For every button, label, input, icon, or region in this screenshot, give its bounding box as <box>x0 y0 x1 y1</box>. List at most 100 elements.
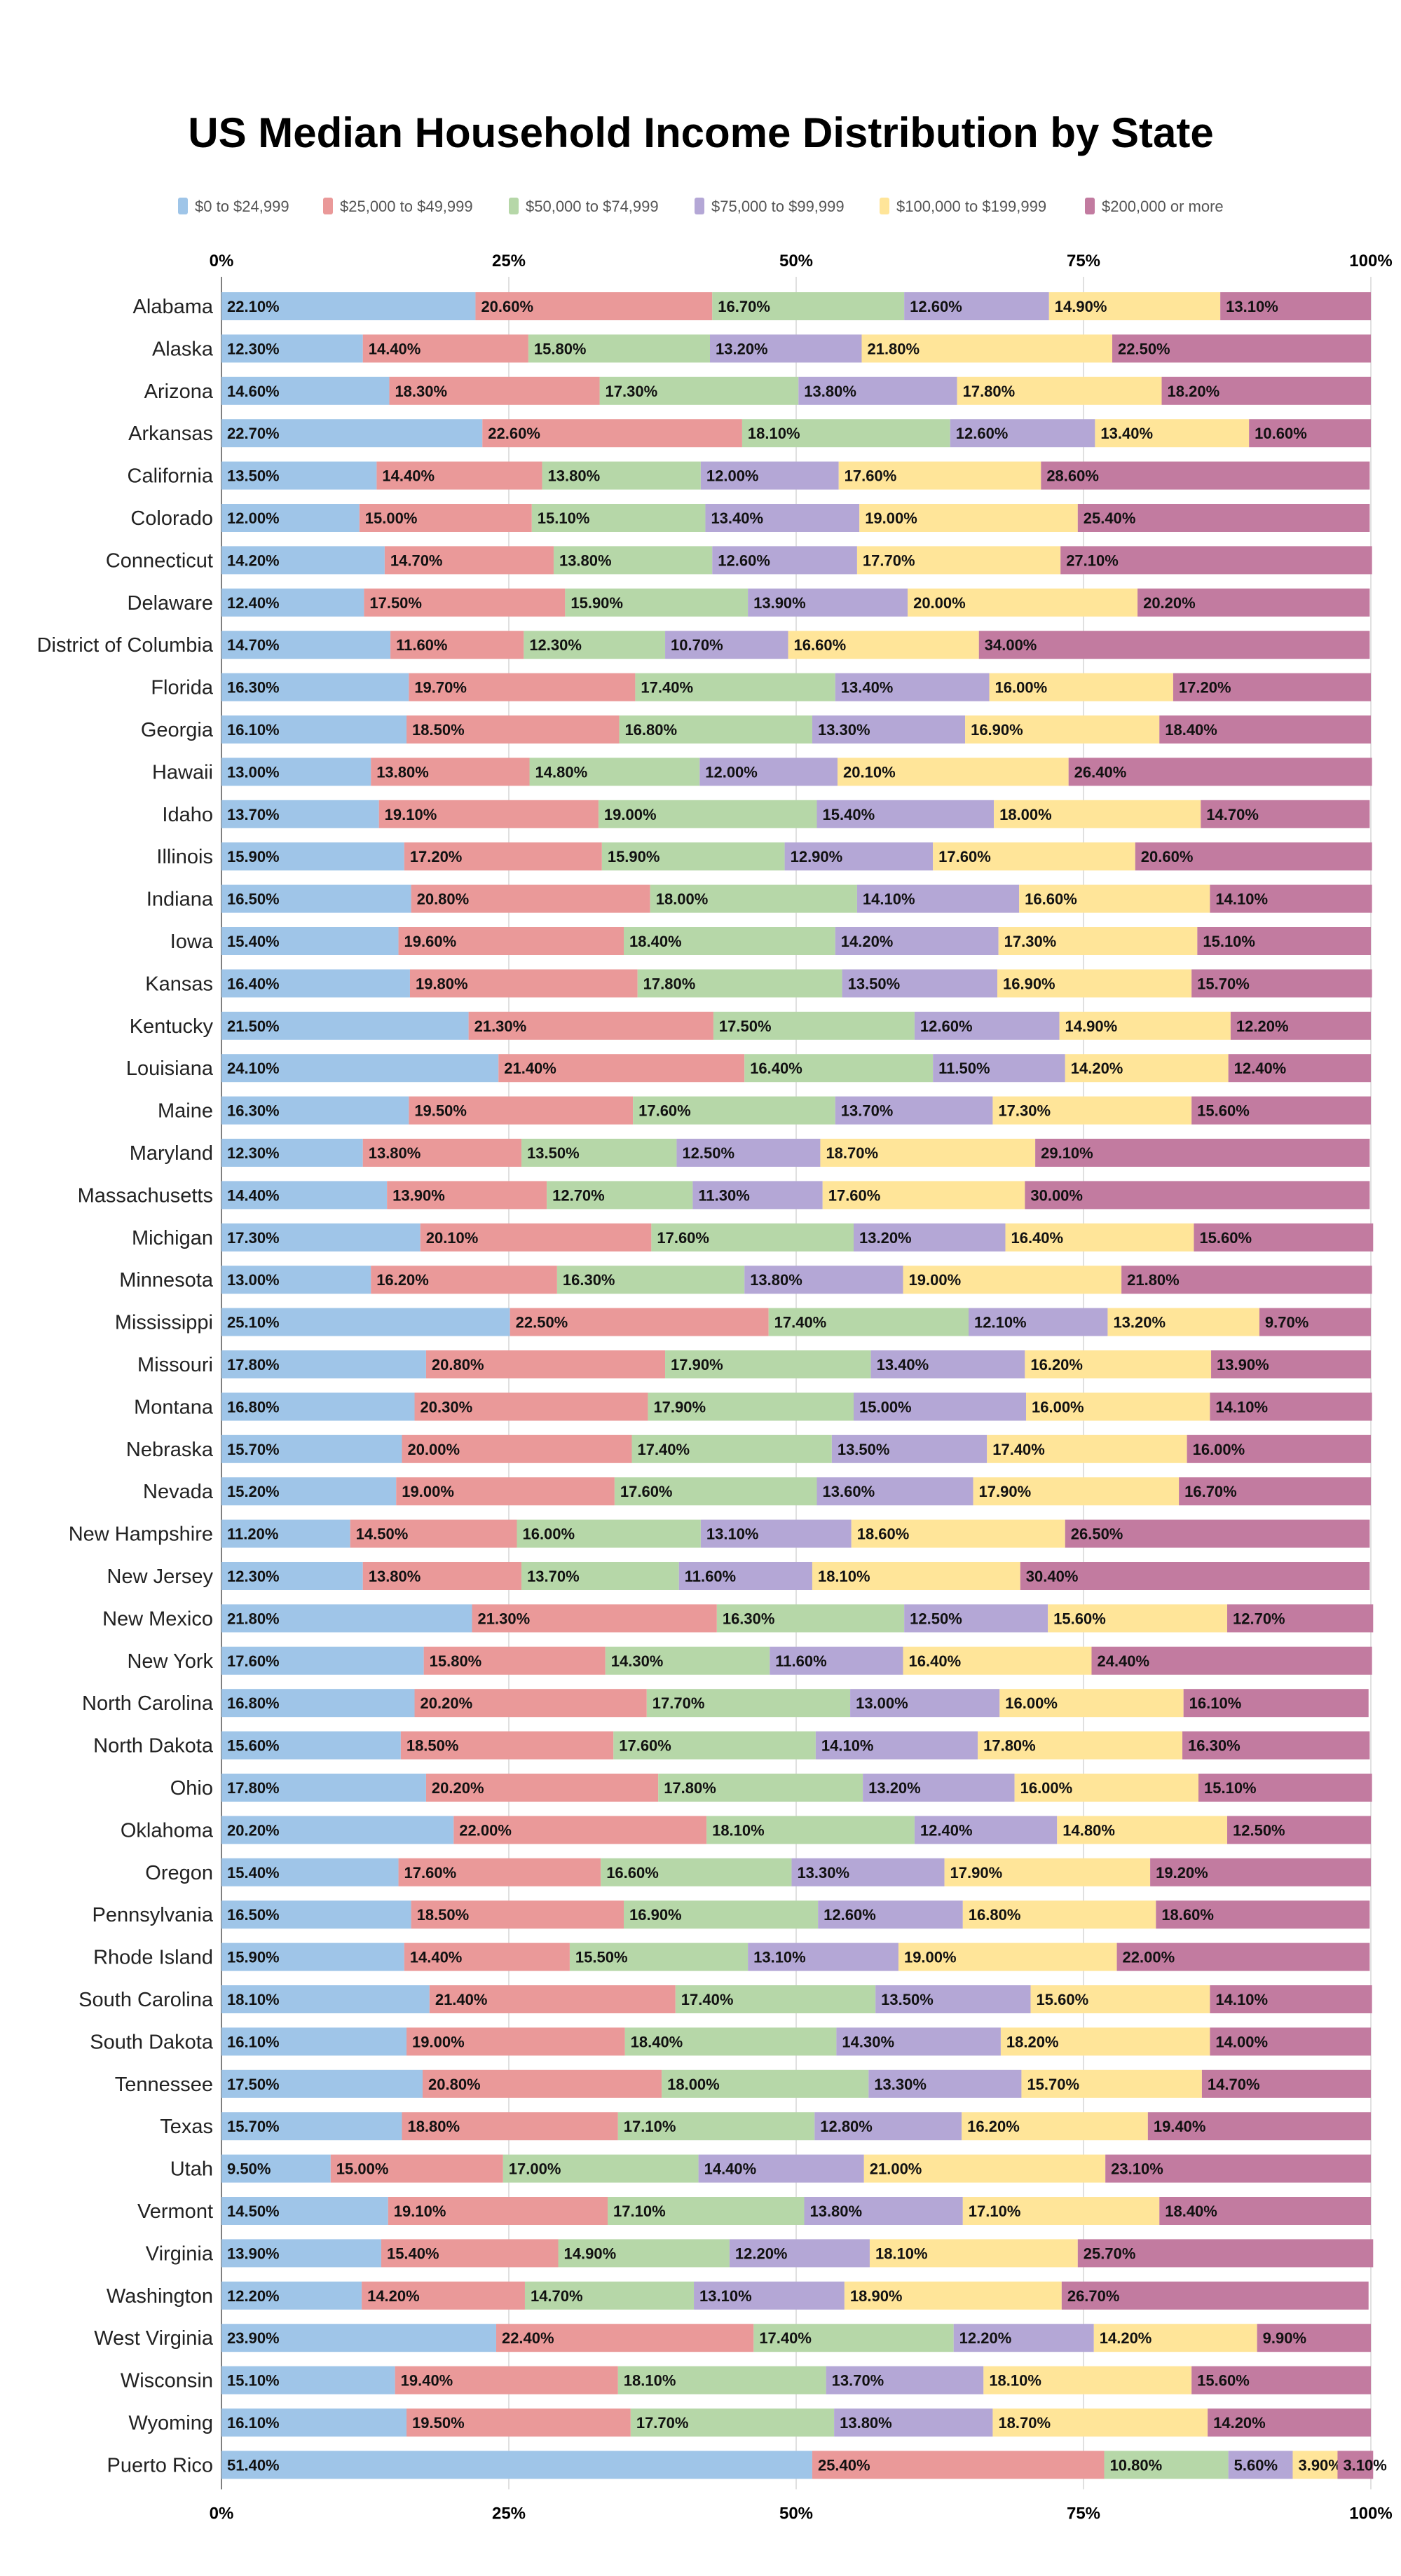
bar-segment <box>1112 334 1371 363</box>
data-label: 15.90% <box>227 848 280 865</box>
data-label: 13.90% <box>227 2245 280 2262</box>
bar-row: Arizona 14.60% 18.30% 17.30% 13.80% 17.80% 18.… <box>144 376 1371 405</box>
bar-segment <box>221 1985 430 2013</box>
bar-segment <box>648 1392 854 1421</box>
bar-segment <box>414 1392 648 1421</box>
bar-row: North Carolina 16.80% 20.20% 17.70% 13.00% 16… <box>82 1689 1369 1718</box>
data-label: 14.20% <box>1071 1060 1123 1077</box>
data-label: 25.10% <box>227 1314 280 1331</box>
data-label: 5.60% <box>1234 2456 1278 2474</box>
bar-row: Tennessee 17.50% 20.80% 18.00% 13.30% 15.70% 1… <box>115 2069 1371 2098</box>
data-label: 14.10% <box>1215 1398 1268 1416</box>
x-axis-top: 0% 25% 50% 75% 100% <box>210 252 1393 270</box>
bar-segment <box>834 2409 993 2437</box>
data-label: 14.70% <box>1208 2076 1260 2093</box>
legend-item: $0 to $24,999 <box>178 198 289 215</box>
legend-item: $100,000 to $199,999 <box>880 198 1046 215</box>
state-label: Iowa <box>170 931 214 953</box>
bar-segment <box>826 2366 984 2395</box>
state-label: Indiana <box>146 889 214 911</box>
bar-row: Arkansas 22.70% 22.60% 18.10% 12.60% 13.40% 10… <box>128 419 1371 448</box>
data-label: 15.60% <box>1199 1229 1252 1247</box>
state-label: New Mexico <box>102 1608 213 1630</box>
bar-segment <box>851 1519 1065 1548</box>
data-label: 15.40% <box>387 2245 439 2262</box>
bar-segment <box>406 715 620 744</box>
data-label: 16.00% <box>522 1526 575 1543</box>
bar-segment <box>402 2112 618 2141</box>
bar-segment <box>863 1774 1015 1802</box>
data-label: 11.20% <box>227 1526 278 1543</box>
data-label: 14.30% <box>842 2033 894 2050</box>
bar-segment <box>1210 2027 1371 2056</box>
x-tick-label: 0% <box>210 2504 234 2523</box>
chart-title: US Median Household Income Distribution … <box>188 109 1213 156</box>
bar-segment <box>676 1139 821 1167</box>
data-label: 17.60% <box>828 1186 881 1204</box>
data-label: 16.70% <box>1184 1483 1237 1500</box>
bar-segment <box>400 1731 614 1760</box>
data-label: 19.40% <box>401 2372 453 2390</box>
data-label: 15.80% <box>534 340 587 357</box>
data-label: 16.00% <box>995 679 1048 697</box>
data-label: 16.70% <box>718 298 770 315</box>
bar-segment <box>1077 504 1370 532</box>
bar-segment <box>605 1646 770 1675</box>
data-label: 12.60% <box>718 551 770 569</box>
data-label: 16.30% <box>227 1102 280 1120</box>
x-tick-label: 50% <box>779 2504 813 2523</box>
data-label: 17.10% <box>969 2202 1021 2220</box>
data-label: 13.00% <box>227 1271 280 1289</box>
bar-row: Montana 16.80% 20.30% 17.90% 15.00% 16.00% 14.… <box>134 1392 1372 1421</box>
data-label: 16.40% <box>227 975 280 992</box>
bar-segment <box>617 2366 826 2395</box>
data-label: 16.10% <box>1189 1694 1242 1712</box>
bar-row: Connecticut 14.20% 14.70% 13.80% 12.60% 17.70… <box>106 546 1372 575</box>
data-label: 12.50% <box>1233 1821 1285 1839</box>
data-label: 14.90% <box>1055 298 1107 315</box>
bar-row: Washington 12.20% 14.20% 14.70% 13.10% 18.90%… <box>107 2281 1369 2310</box>
bar-segment <box>705 504 860 532</box>
bar-segment <box>729 2239 870 2268</box>
bar-segment <box>1105 2154 1371 2183</box>
bar-segment <box>999 1689 1184 1718</box>
bar-row: Oregon 15.40% 17.60% 16.60% 13.30% 17.90% 19.2… <box>145 1858 1371 1886</box>
bar-row: Pennsylvania 16.50% 18.50% 16.90% 12.60% 16.8… <box>93 1900 1370 1929</box>
bar-segment <box>630 2409 835 2437</box>
bar-row: Michigan 17.30% 20.10% 17.60% 13.20% 16.40% 15… <box>132 1223 1374 1252</box>
bar-segment <box>1210 1392 1372 1421</box>
bar-segment <box>221 1350 426 1378</box>
bar-segment <box>770 1646 903 1675</box>
data-label: 28.60% <box>1046 467 1099 485</box>
bar-segment <box>700 1519 852 1548</box>
data-label: 17.20% <box>1179 679 1231 697</box>
data-label: 17.60% <box>638 1102 691 1120</box>
bar-segment <box>962 2112 1148 2141</box>
data-label: 20.20% <box>1143 594 1196 612</box>
bar-segment <box>633 1096 835 1125</box>
data-label: 17.40% <box>774 1314 827 1331</box>
data-label: 30.40% <box>1026 1568 1079 1585</box>
bar-segment <box>854 1392 1026 1421</box>
bar-segment <box>850 1689 1000 1718</box>
data-label: 12.00% <box>705 763 758 781</box>
data-label: 16.60% <box>794 636 847 654</box>
data-label: 19.40% <box>1154 2118 1206 2135</box>
bar-segment <box>814 2112 962 2141</box>
bar-segment <box>614 1477 817 1506</box>
state-label: New York <box>127 1650 213 1673</box>
state-label: Hawaii <box>152 761 213 783</box>
data-label: 19.10% <box>394 2202 446 2220</box>
bar-segment <box>601 1858 792 1886</box>
bar-segment <box>221 1434 402 1463</box>
bar-segment <box>969 1308 1108 1336</box>
data-label: 17.60% <box>938 848 991 865</box>
data-label: 14.90% <box>564 2245 617 2262</box>
bar-segment <box>1121 1266 1372 1294</box>
data-label: 15.60% <box>1053 1610 1106 1627</box>
data-label: 17.60% <box>657 1229 709 1247</box>
bar-segment <box>791 1858 945 1886</box>
bar-segment <box>914 1011 1060 1040</box>
bar-segment <box>957 376 1162 405</box>
bar-segment <box>1227 1604 1374 1633</box>
